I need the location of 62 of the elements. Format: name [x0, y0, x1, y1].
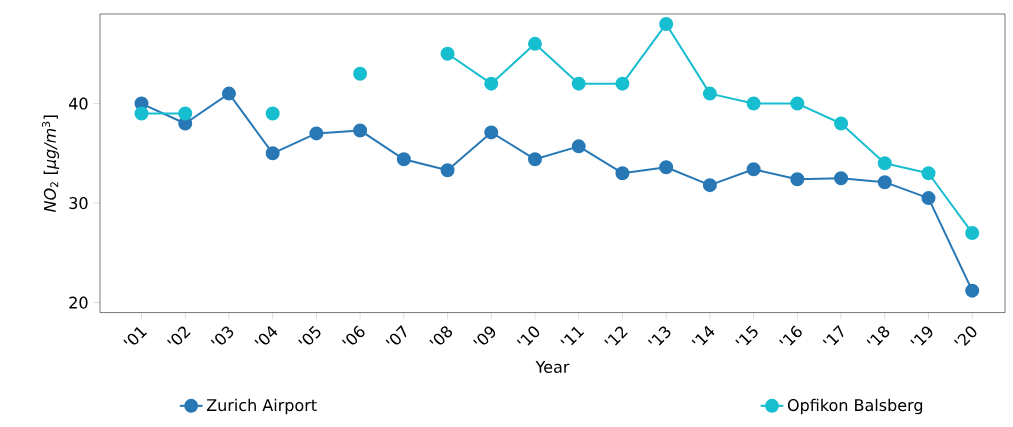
x-tick-label: '03	[210, 326, 234, 345]
point	[134, 106, 149, 121]
point	[309, 126, 324, 141]
x-tick-label: '16	[779, 325, 802, 346]
point	[440, 163, 455, 178]
point	[571, 139, 586, 154]
point	[965, 226, 980, 241]
x-tick-label: '09	[473, 326, 496, 345]
x-tick-label: '04	[254, 326, 278, 345]
y-tick-label: 20	[69, 296, 88, 309]
x-tick-label: '14	[691, 326, 715, 346]
x-axis-title: Year	[535, 361, 570, 374]
y-axis-title: NO$_{2}$ [μg/m$^{3}$]	[42, 115, 60, 213]
point	[528, 37, 542, 52]
point	[353, 66, 368, 81]
point	[877, 175, 892, 190]
legend-label: Opfikon Balsberg	[787, 399, 923, 415]
x-tick-label: '11	[560, 327, 585, 346]
point	[659, 17, 674, 32]
x-tick-label: '10	[516, 326, 540, 346]
point	[440, 47, 455, 62]
point	[615, 166, 630, 181]
y-tick-label: 30	[69, 197, 88, 210]
point	[965, 283, 980, 298]
x-tick-label: '13	[648, 326, 671, 346]
point	[877, 156, 892, 171]
x-tick-label: '17	[822, 325, 844, 346]
point	[790, 96, 805, 111]
point	[921, 166, 936, 181]
y-tick-label: 40	[69, 97, 88, 110]
point	[659, 160, 674, 175]
point	[265, 146, 280, 161]
point	[484, 76, 499, 91]
point	[571, 76, 586, 91]
point	[834, 116, 849, 131]
point	[702, 178, 717, 193]
point	[353, 123, 368, 138]
point	[178, 106, 193, 121]
point	[528, 152, 542, 167]
point	[484, 125, 499, 140]
point	[921, 191, 936, 206]
x-tick-label: '12	[604, 326, 628, 346]
x-tick-label: '15	[735, 325, 758, 346]
x-tick-label: '18	[866, 326, 890, 346]
point	[834, 171, 849, 186]
x-tick-label: '20	[954, 326, 977, 347]
x-tick-label: '06	[341, 325, 365, 345]
point	[790, 172, 805, 187]
x-tick-label: '02	[167, 326, 191, 345]
point	[396, 152, 411, 167]
x-tick-label: '05	[298, 325, 321, 345]
x-tick-label: '19	[910, 326, 933, 346]
point	[221, 86, 236, 101]
point	[702, 86, 717, 101]
x-tick-label: '01	[123, 327, 147, 345]
point	[265, 106, 280, 121]
x-tick-label: '08	[429, 326, 453, 345]
point	[615, 76, 630, 91]
point	[746, 96, 761, 111]
point	[746, 162, 761, 177]
x-tick-label: '07	[385, 325, 407, 345]
legend-label: Zurich Airport	[206, 399, 317, 415]
